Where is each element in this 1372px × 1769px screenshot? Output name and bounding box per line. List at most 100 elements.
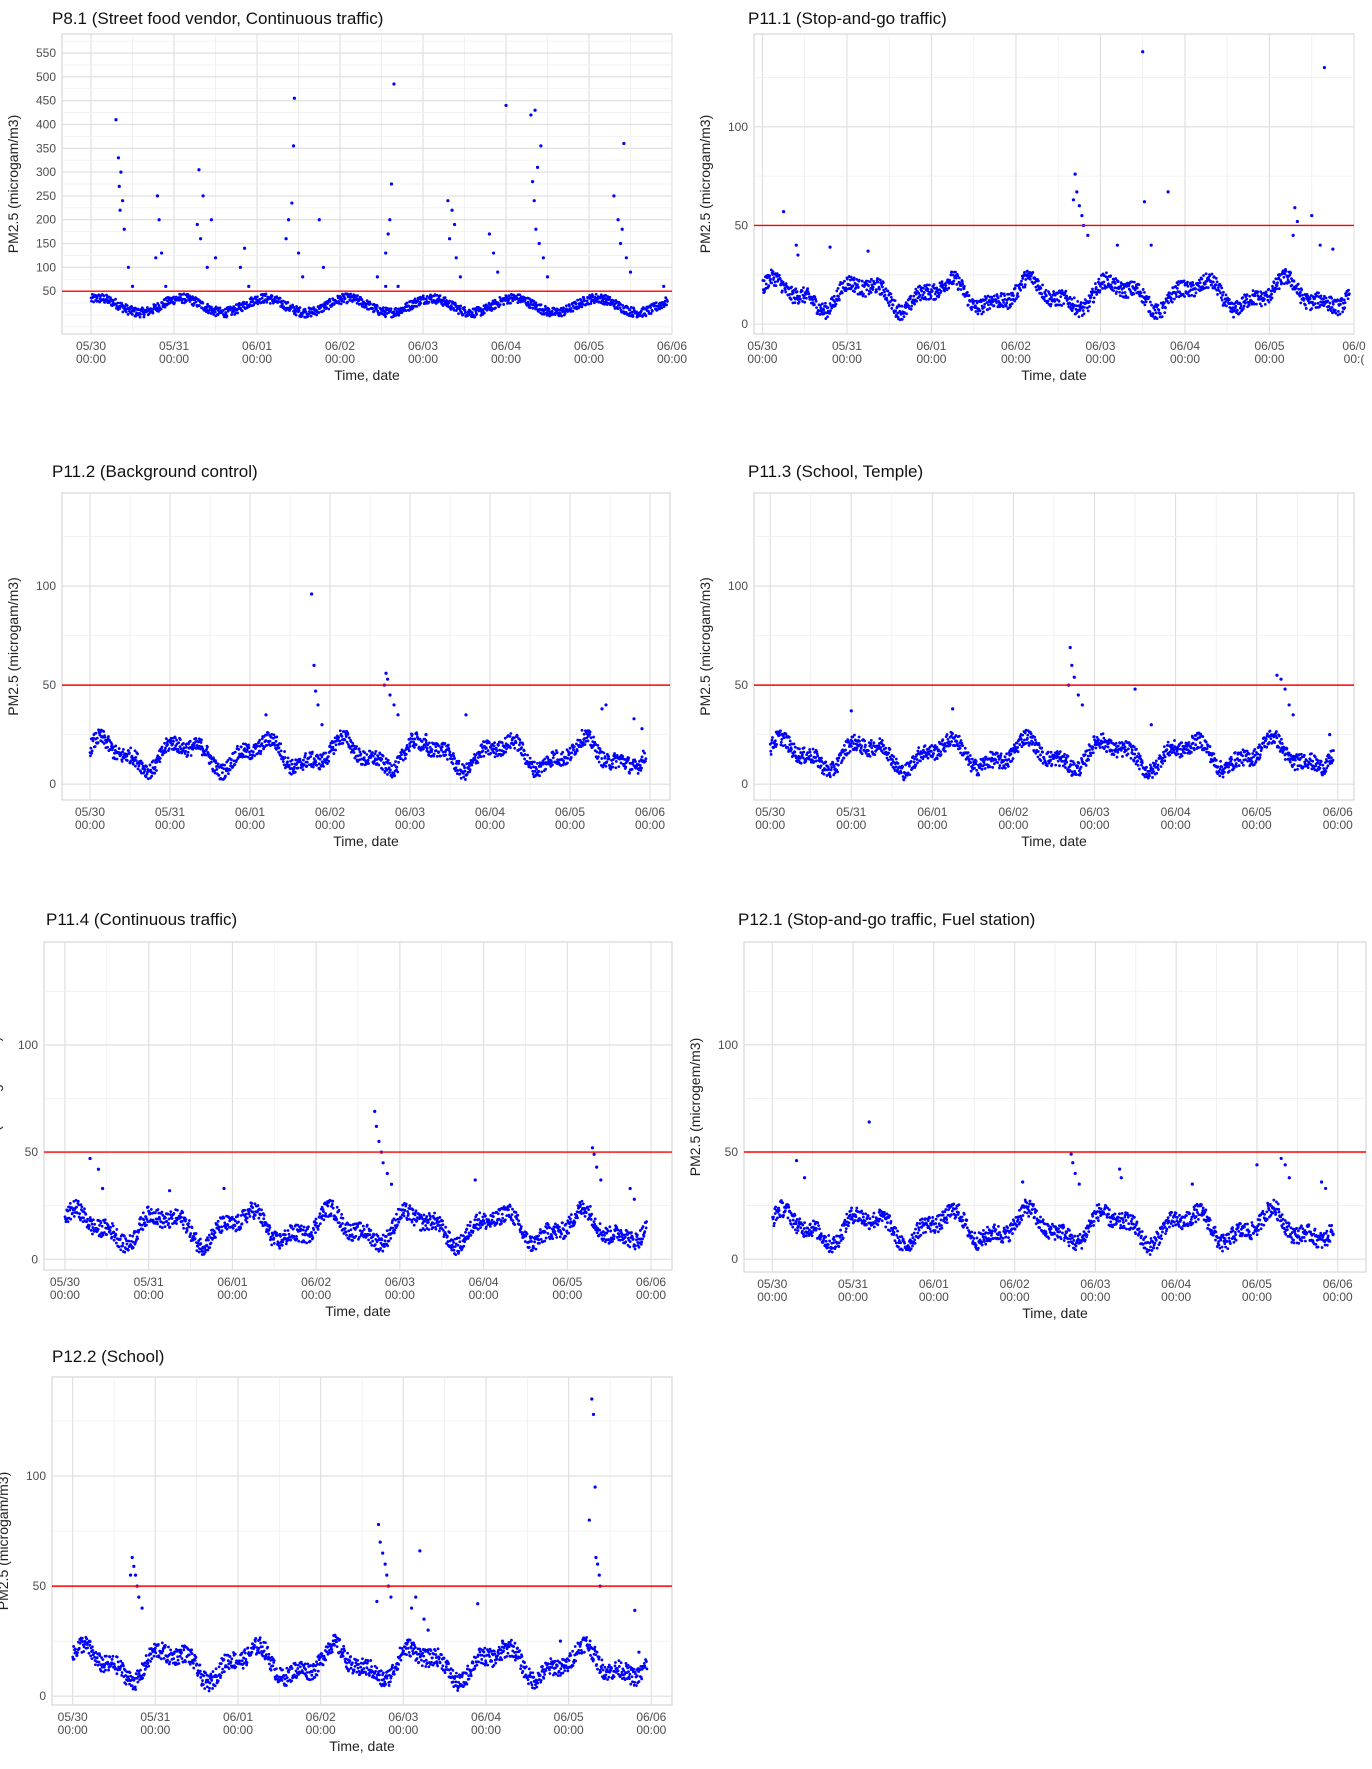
data-point [851,735,855,739]
data-point [386,758,390,762]
data-point [1276,281,1279,285]
data-point [182,746,186,750]
data-point [943,749,947,753]
data-point [986,308,990,312]
data-point [1336,313,1340,317]
data-point [983,763,987,767]
data-point [349,740,353,743]
data-point [1174,292,1178,296]
data-point [605,760,609,764]
data-point [903,311,906,314]
data-point [568,746,572,750]
data-point [225,314,229,318]
data-point [145,306,149,309]
data-point [404,752,408,756]
data-point [154,303,157,307]
data-point [409,737,412,740]
data-point [966,755,970,759]
data-point [325,306,329,310]
data-point [1009,304,1012,308]
data-point [1001,766,1004,770]
data-point [117,184,121,188]
data-point [487,232,492,236]
data-point [820,756,823,760]
data-point [526,753,529,757]
data-point [371,306,374,310]
data-point [1230,302,1234,305]
data-point [421,294,425,298]
data-point [205,307,209,311]
data-point [1298,294,1302,298]
data-point [98,730,102,734]
data-point [529,766,533,770]
data-point [1160,315,1164,319]
data-point [149,307,153,310]
data-point [454,766,458,770]
data-point [1321,300,1325,304]
data-point [1040,292,1044,296]
data-point [783,288,787,292]
data-point [814,756,817,760]
data-point [777,273,781,277]
data-point [592,301,596,305]
data-point [494,752,498,756]
data-point [975,301,979,305]
data-point [1089,296,1093,299]
data-point [794,243,798,247]
data-point [120,759,124,763]
data-point [551,763,554,767]
data-point [1260,292,1264,296]
data-point [215,768,219,771]
data-point [1317,291,1320,295]
data-point [830,765,834,769]
data-point [1150,303,1154,307]
data-point [106,745,109,749]
data-point [540,770,544,774]
data-point [237,748,241,751]
data-point [205,265,209,269]
data-point [496,742,500,747]
data-point [1313,302,1317,306]
data-point [1075,190,1079,194]
data-point [296,766,300,770]
data-point [227,772,230,775]
data-point [251,297,255,301]
data-point [312,663,316,667]
data-point [1077,315,1081,319]
data-point [907,304,911,308]
data-point [1241,296,1245,299]
data-point [998,764,1002,767]
data-point [559,312,562,316]
data-point [171,742,175,746]
data-point [914,287,918,291]
data-point [232,309,236,312]
data-point [1119,281,1123,285]
data-point [1189,288,1193,292]
data-point [298,306,302,309]
data-point [784,282,788,285]
data-point [1271,286,1275,290]
data-point [1007,758,1011,761]
data-point [264,739,268,742]
data-point [938,288,941,292]
data-point [811,747,815,751]
data-point [509,746,512,750]
data-point [259,749,263,753]
data-point [1023,738,1026,742]
data-point [346,300,350,304]
data-point [422,747,425,751]
data-point [214,761,218,765]
data-point [815,752,819,756]
x-tick-label: 06/0 00:( [1342,339,1366,366]
data-point [397,760,400,764]
data-point [1156,303,1160,307]
data-point [949,743,952,746]
data-point [504,294,508,297]
data-point [571,309,575,313]
data-point [624,311,628,314]
data-point [427,300,431,304]
data-point [556,308,560,312]
data-point [1277,287,1281,291]
data-point [290,762,294,766]
data-point [392,771,396,775]
